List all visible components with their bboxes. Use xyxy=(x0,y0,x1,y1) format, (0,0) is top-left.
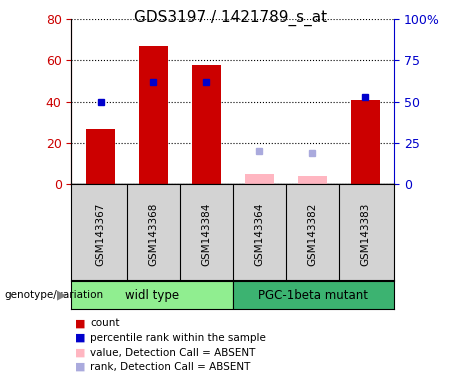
Text: GSM143384: GSM143384 xyxy=(201,202,211,266)
Text: PGC-1beta mutant: PGC-1beta mutant xyxy=(259,289,368,302)
Bar xyxy=(86,129,115,184)
Text: GSM143364: GSM143364 xyxy=(254,202,264,266)
Text: percentile rank within the sample: percentile rank within the sample xyxy=(90,333,266,343)
Text: widl type: widl type xyxy=(125,289,179,302)
Text: count: count xyxy=(90,318,119,328)
Text: GDS3197 / 1421789_s_at: GDS3197 / 1421789_s_at xyxy=(134,10,327,26)
Bar xyxy=(298,176,327,184)
Bar xyxy=(350,100,379,184)
Text: genotype/variation: genotype/variation xyxy=(5,290,104,300)
Text: GSM143367: GSM143367 xyxy=(95,202,106,266)
Text: rank, Detection Call = ABSENT: rank, Detection Call = ABSENT xyxy=(90,362,250,372)
Bar xyxy=(139,46,168,184)
Bar xyxy=(192,65,221,184)
Text: GSM143368: GSM143368 xyxy=(148,202,159,266)
Text: ■: ■ xyxy=(76,318,86,328)
Text: ▶: ▶ xyxy=(57,289,67,302)
Text: value, Detection Call = ABSENT: value, Detection Call = ABSENT xyxy=(90,348,255,358)
Bar xyxy=(245,174,274,184)
Text: ■: ■ xyxy=(76,362,86,372)
Text: GSM143382: GSM143382 xyxy=(307,202,317,266)
Text: GSM143383: GSM143383 xyxy=(360,202,370,266)
Text: ■: ■ xyxy=(76,333,86,343)
Text: ■: ■ xyxy=(76,348,86,358)
